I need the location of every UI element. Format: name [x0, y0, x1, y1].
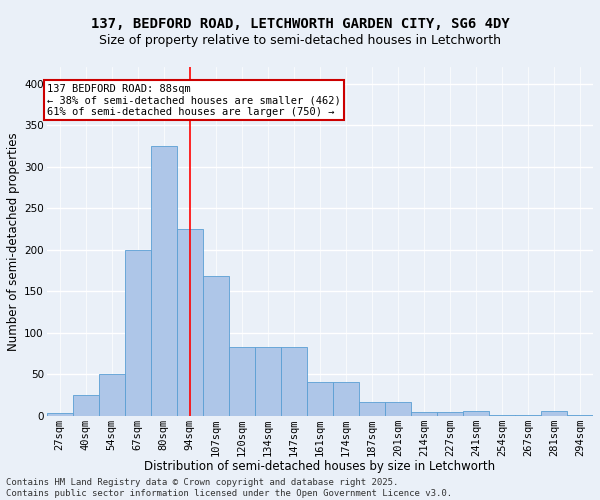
Bar: [489, 415, 515, 416]
Y-axis label: Number of semi-detached properties: Number of semi-detached properties: [7, 132, 20, 350]
Bar: [567, 415, 593, 416]
Bar: [411, 412, 437, 416]
Bar: [437, 412, 463, 416]
Bar: [281, 346, 307, 416]
Bar: [47, 413, 73, 416]
Text: 137, BEDFORD ROAD, LETCHWORTH GARDEN CITY, SG6 4DY: 137, BEDFORD ROAD, LETCHWORTH GARDEN CIT…: [91, 18, 509, 32]
Text: 137 BEDFORD ROAD: 88sqm
← 38% of semi-detached houses are smaller (462)
61% of s: 137 BEDFORD ROAD: 88sqm ← 38% of semi-de…: [47, 84, 340, 116]
Bar: [385, 402, 411, 415]
Bar: [541, 412, 567, 416]
Bar: [229, 346, 255, 416]
Bar: [177, 229, 203, 416]
Bar: [515, 415, 541, 416]
Bar: [307, 382, 333, 416]
X-axis label: Distribution of semi-detached houses by size in Letchworth: Distribution of semi-detached houses by …: [144, 460, 496, 473]
Bar: [125, 250, 151, 416]
Bar: [255, 346, 281, 416]
Bar: [359, 402, 385, 415]
Bar: [98, 374, 125, 416]
Bar: [73, 395, 98, 415]
Bar: [333, 382, 359, 416]
Bar: [463, 412, 489, 416]
Text: Contains HM Land Registry data © Crown copyright and database right 2025.
Contai: Contains HM Land Registry data © Crown c…: [6, 478, 452, 498]
Bar: [151, 146, 177, 415]
Bar: [203, 276, 229, 415]
Text: Size of property relative to semi-detached houses in Letchworth: Size of property relative to semi-detach…: [99, 34, 501, 47]
